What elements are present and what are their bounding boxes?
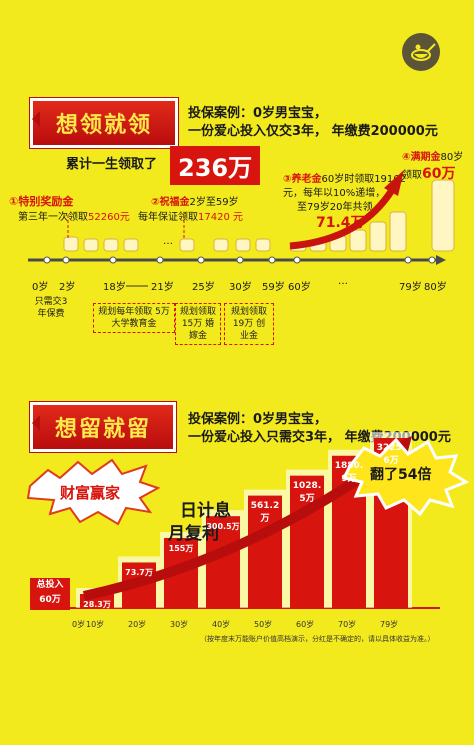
item1-title: ①特别奖励金 [9, 195, 74, 208]
age-21: 21岁 [151, 282, 174, 293]
item1-desc: 第三年一次领取52260元 [18, 208, 130, 223]
item4-desc: 领取60万 [402, 163, 455, 183]
age-18: 18岁 [103, 282, 126, 293]
item1-desc-prefix: 第三年一次领取 [18, 212, 88, 223]
item4-amount: 60万 [422, 166, 456, 182]
age-80: 80岁 [424, 282, 447, 293]
bar-value-label: 1880.9万 [334, 460, 364, 484]
chart-bar [248, 495, 282, 608]
item3-line1: ③养老金60岁时领取19162 [283, 170, 406, 185]
bar-value-label: 1028.5万 [292, 480, 322, 504]
box-education: 规划每年领取 5万大学教育金 [93, 303, 175, 333]
x-tick-label: 50岁 [254, 620, 273, 629]
age-0: 0岁 [32, 282, 49, 293]
x-tick-label: 60岁 [296, 620, 315, 629]
item4-title: ④满期金 [402, 152, 441, 163]
box-wedding: 规划领取 15万 婚嫁金 [175, 303, 221, 345]
staircase-background [76, 432, 412, 608]
box-startup: 规划领取 19万 创业金 [224, 303, 274, 345]
x-tick-label: 79岁 [380, 620, 399, 629]
multiple-starburst [341, 437, 470, 517]
x-tick-label: 20岁 [128, 620, 147, 629]
logo-icon [402, 33, 440, 71]
dots-2: … [338, 276, 348, 287]
footnote: （按年度末万能账户价值高档演示，分红是不确定的，请以具体收益为准。） [200, 635, 435, 643]
cumulative-value: 236万 [170, 146, 261, 185]
coin-stacks [63, 179, 455, 252]
chart-bar [290, 475, 324, 608]
item2-header: ②祝福金2岁至59岁 [151, 193, 239, 208]
item2-desc: 2岁至59岁 [189, 197, 239, 208]
bar-value-label: 3225.6万 [376, 443, 406, 466]
section1-case-line2: 一份爱心投入仅交3年， 年缴费200000元 [188, 124, 438, 139]
note-pay: 只需交3年保费 [34, 297, 68, 319]
item2-title: ②祝福金 [151, 197, 190, 208]
item4-line1: ④满期金80岁 [402, 148, 463, 163]
item1-amount: 52260元 [88, 212, 130, 223]
age-25: 25岁 [192, 282, 215, 293]
x-origin-label: 0岁 [72, 620, 86, 629]
wealth-label: 财富赢家 [60, 484, 121, 502]
age-59: 59岁 [262, 282, 285, 293]
item3-title: ③养老金 [283, 174, 322, 185]
total-label: 总投入 [36, 580, 64, 590]
section1-case-line1: 投保案例：0岁男宝宝， [188, 106, 328, 121]
item2-desc2: 每年保证领取17420 元 [138, 208, 243, 223]
item3-line1-text: 60岁时领取19162 [321, 174, 407, 185]
bar-value-label: 28.3万 [83, 600, 111, 609]
section2-case-line1: 投保案例：0岁男宝宝， [188, 412, 328, 427]
bar-value-label: 73.7万 [125, 568, 153, 578]
total-value: 60万 [39, 595, 61, 605]
dots-1: … [163, 236, 173, 247]
chart-bar [206, 516, 240, 608]
age-2: 2岁 [59, 282, 76, 293]
bar-value-label: 155万 [168, 543, 194, 553]
x-tick-label: 70岁 [338, 620, 357, 629]
x-tick-label: 40岁 [212, 620, 231, 629]
item3-line2: 元，每年以10%递增， [283, 188, 386, 199]
age-30: 30岁 [229, 282, 252, 293]
wealth-starburst [26, 458, 161, 526]
daily-interest-label: 日计息 [180, 501, 231, 521]
age-79: 79岁 [399, 282, 422, 293]
bar-value-label: 300.5万 [206, 522, 240, 532]
monthly-compound-label: 月复利 [168, 524, 219, 544]
total-invest-box: 总投入 60万 [30, 578, 70, 610]
growth-arrow [289, 188, 395, 250]
item4-desc-text: 领取 [402, 170, 422, 181]
cumulative-label: 累计一生领取了 [66, 157, 158, 172]
age-60: 60岁 [288, 282, 311, 293]
x-tick-label: 30岁 [170, 620, 189, 629]
multiple-label: 翻了54倍 [370, 467, 432, 483]
item4-age: 80岁 [440, 152, 464, 163]
section1-banner: 想领就领 [30, 98, 178, 148]
item2-desc2-prefix: 每年保证领取 [138, 212, 198, 223]
section2-banner: 想留就留 [30, 402, 176, 452]
x-tick-label: 10岁 [86, 620, 105, 629]
bar-value-label: 561.2万 [250, 500, 280, 524]
item2-amount: 17420 元 [198, 212, 243, 223]
item3-line3: 至79岁20年共领 [297, 202, 373, 213]
